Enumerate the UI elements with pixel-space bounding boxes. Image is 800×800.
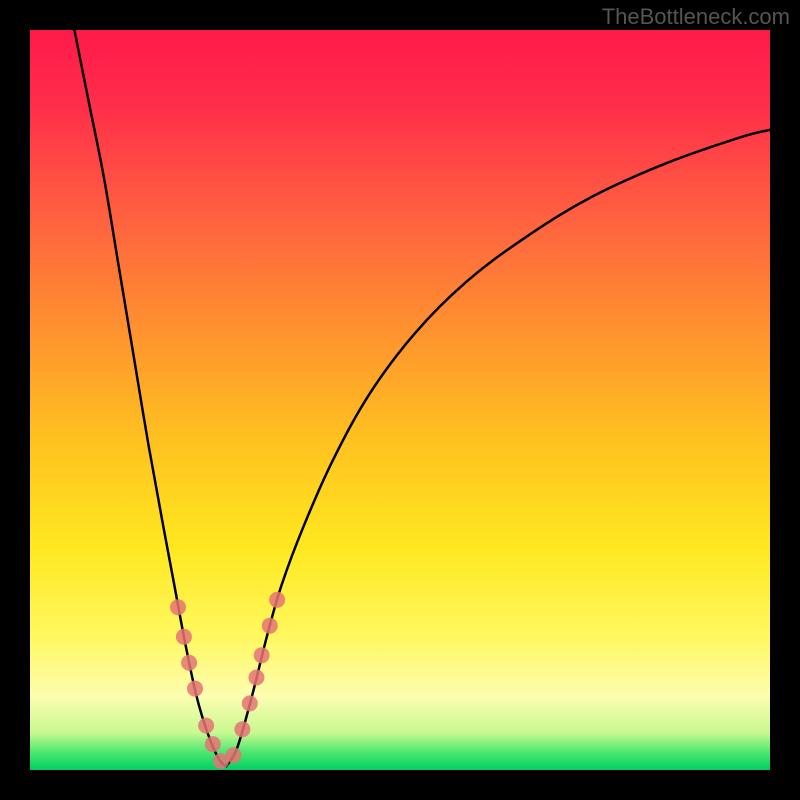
- watermark-text: TheBottleneck.com: [602, 4, 790, 30]
- data-marker: [254, 647, 270, 663]
- data-marker: [187, 681, 203, 697]
- bottleneck-chart: TheBottleneck.com: [0, 0, 800, 800]
- data-marker: [181, 655, 197, 671]
- data-marker: [226, 747, 242, 763]
- data-marker: [170, 599, 186, 615]
- data-marker: [176, 629, 192, 645]
- chart-svg: [0, 0, 800, 800]
- data-marker: [198, 718, 214, 734]
- data-marker: [269, 592, 285, 608]
- data-marker: [234, 721, 250, 737]
- data-marker: [242, 695, 258, 711]
- data-marker: [262, 618, 278, 634]
- data-marker: [248, 670, 264, 686]
- data-marker: [205, 736, 221, 752]
